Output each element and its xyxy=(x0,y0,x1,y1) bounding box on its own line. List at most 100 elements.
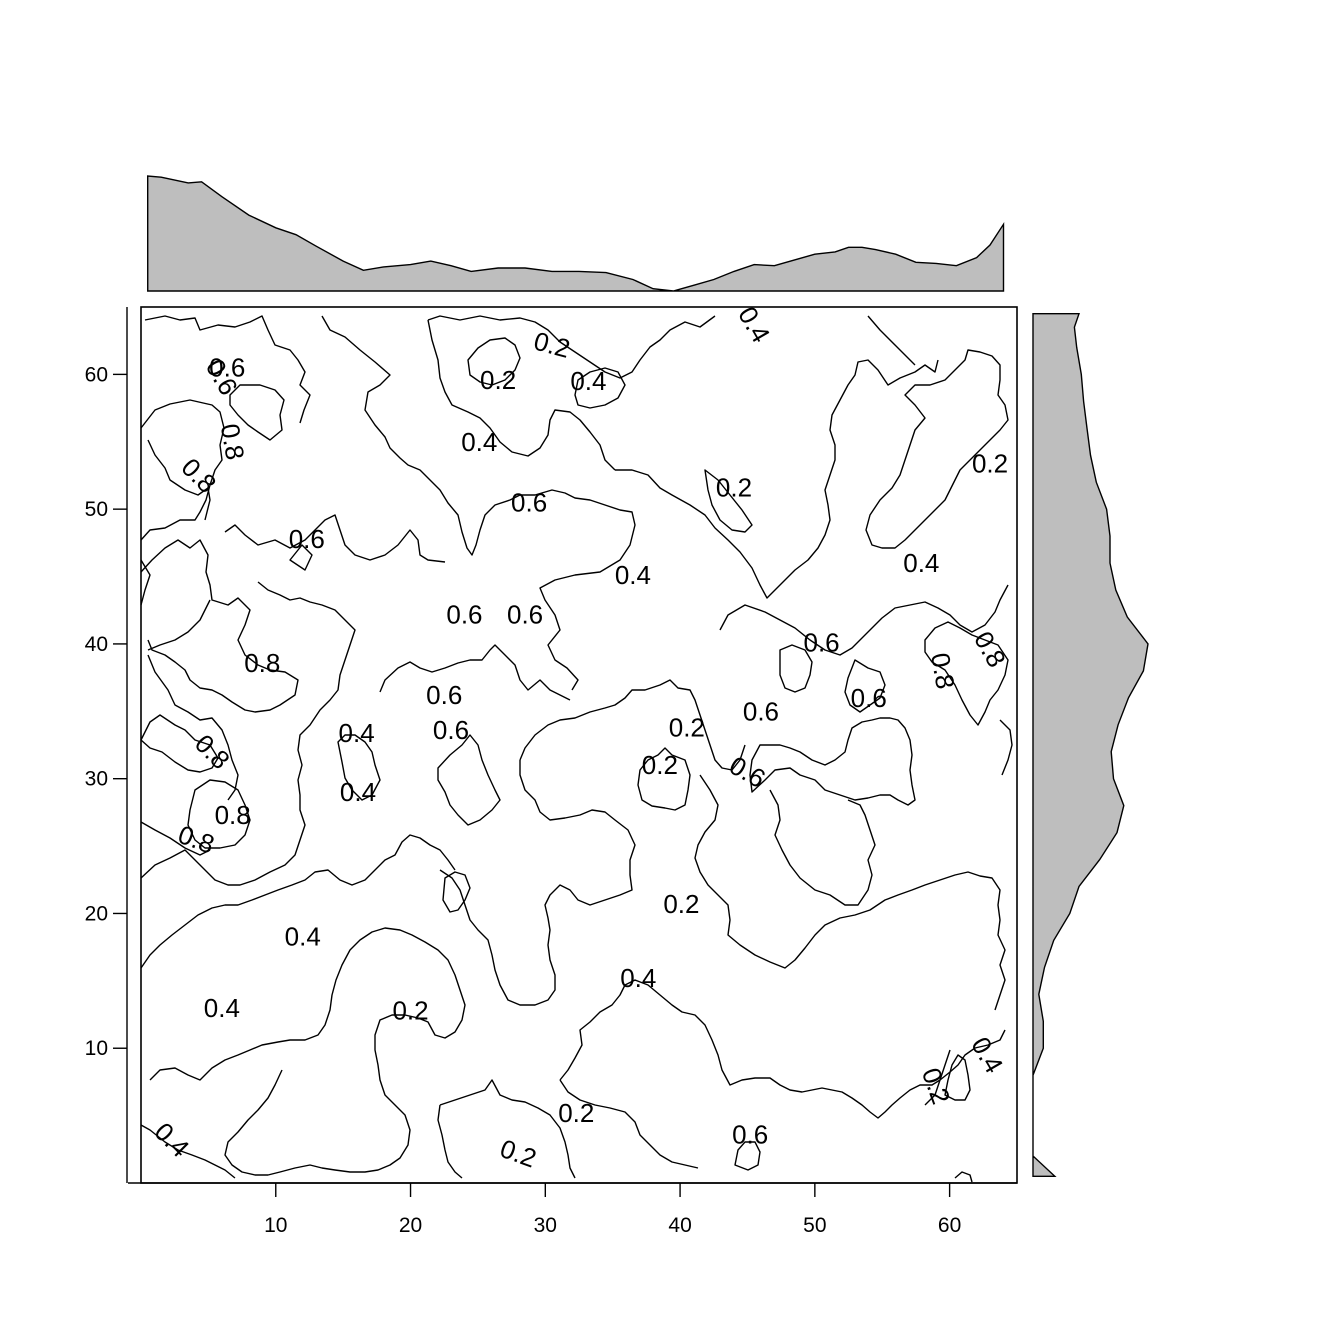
contour-label: 0.4 xyxy=(732,301,776,347)
contour-label: 0.2 xyxy=(663,889,699,919)
top-marginal-area xyxy=(146,175,1005,292)
contour-line xyxy=(749,717,916,806)
contour-label: 0.4 xyxy=(903,548,939,578)
contour-label: 0.6 xyxy=(743,696,779,726)
contour-line xyxy=(719,584,1009,656)
contour-line xyxy=(337,734,381,801)
contour-line xyxy=(140,399,225,541)
contour-line xyxy=(289,544,313,571)
contour-label: 0.2 xyxy=(669,712,705,742)
contour-label: 0.8 xyxy=(176,452,223,499)
contour-label: 0.8 xyxy=(215,800,251,830)
y-tick-label: 20 xyxy=(85,902,108,925)
contour-line xyxy=(140,834,456,969)
contour-line xyxy=(427,315,716,379)
contour-label: 0.6 xyxy=(724,750,770,794)
contour-line xyxy=(704,469,753,533)
contour-line xyxy=(437,1104,463,1179)
contour-label: 0.4 xyxy=(965,1032,1009,1078)
x-tick-label: 20 xyxy=(399,1214,422,1237)
contour-line xyxy=(844,659,886,713)
contour-label: 0.2 xyxy=(496,1133,540,1174)
contour-line xyxy=(140,714,219,773)
contour-label: 0.4 xyxy=(149,1116,196,1163)
top-marginal-density xyxy=(146,175,1005,292)
contour-label: 0.2 xyxy=(716,473,752,503)
contour-label: 0.2 xyxy=(392,995,428,1025)
contour-line xyxy=(924,621,1009,726)
contour-label: 0.2 xyxy=(531,326,574,364)
contour-label: 0.6 xyxy=(732,1119,768,1149)
contour-line xyxy=(519,679,746,771)
contour-line xyxy=(140,559,151,606)
contour-label: 0.6 xyxy=(426,680,462,710)
contour-label: 0.4 xyxy=(570,366,606,396)
contour-label: 0.4 xyxy=(285,921,321,951)
contour-line xyxy=(427,319,616,471)
right-marginal-density xyxy=(1032,313,1149,1177)
contour-line xyxy=(574,367,626,409)
contour-label: 0.6 xyxy=(511,487,547,517)
y-tick-label: 50 xyxy=(85,498,108,521)
contour-label: 0.6 xyxy=(851,683,887,713)
contour-line xyxy=(321,315,636,691)
contour-label: 0.6 xyxy=(209,353,245,383)
contour-line xyxy=(439,760,636,1006)
contour-label: 0.6 xyxy=(433,715,469,745)
contour-line xyxy=(437,734,501,826)
contour-line xyxy=(224,514,446,563)
contour-line xyxy=(944,1054,971,1101)
y-tick-label: 30 xyxy=(85,768,108,791)
contour-label: 0.8 xyxy=(244,648,280,678)
contour-line xyxy=(442,871,471,913)
contour-line xyxy=(559,1079,699,1169)
contour-line xyxy=(149,927,466,1176)
contour-label: 0.6 xyxy=(289,524,325,554)
contour-label: 0.2 xyxy=(972,448,1008,478)
contour-line xyxy=(379,644,571,701)
contour-label-layer: 0.60.6 0.20.20.40.40.8 0.40.20.8 0.20.60.60… xyxy=(149,301,1012,1173)
y-tick-label: 10 xyxy=(85,1037,108,1060)
x-tick-label: 50 xyxy=(803,1214,826,1237)
contour-line xyxy=(147,439,211,521)
contour-line xyxy=(140,1124,236,1179)
contour-line xyxy=(734,1141,761,1171)
contour-line xyxy=(954,1171,973,1183)
contour-label: 0.4 xyxy=(204,993,240,1023)
contour-label: 0.2 xyxy=(642,750,678,780)
contour-line xyxy=(229,384,285,441)
x-axis: 10 20 30 40 50 60 xyxy=(128,1182,1017,1237)
contour-line xyxy=(187,779,251,849)
contour-line xyxy=(147,599,211,651)
y-axis: 10 20 30 40 50 60 xyxy=(85,307,128,1183)
y-tick-label: 60 xyxy=(85,363,108,386)
contour-line xyxy=(865,349,1009,549)
x-tick-label: 10 xyxy=(264,1214,287,1237)
right-marginal-area xyxy=(1032,313,1149,1177)
contour-line xyxy=(439,1079,576,1179)
contour-label: 0.4 xyxy=(461,427,497,457)
contour-label: 0.8 xyxy=(189,728,236,775)
contour-label: 0.2 xyxy=(558,1098,594,1128)
contour-label: 0.6 xyxy=(446,599,482,629)
contour-line xyxy=(637,747,691,811)
contour-line xyxy=(694,774,1006,1011)
contour-line xyxy=(779,644,813,693)
contour-line xyxy=(140,821,211,856)
contour-label: 0.4 xyxy=(620,963,656,993)
contour-line xyxy=(140,539,299,713)
x-tick-label: 40 xyxy=(668,1214,691,1237)
contour-line xyxy=(559,979,1006,1119)
contour-label: 0.8 xyxy=(215,421,251,462)
contour-label: 0.8 xyxy=(968,626,1012,672)
contour-line xyxy=(924,1049,951,1106)
contour-line xyxy=(769,789,876,906)
contour-line xyxy=(615,359,939,599)
contour-label: 0.4 xyxy=(339,718,375,748)
x-tick-label: 60 xyxy=(938,1214,961,1237)
contour-line xyxy=(140,581,356,886)
contour-label: 0.6 xyxy=(507,599,543,629)
contour-line xyxy=(147,654,239,801)
contour-line xyxy=(467,337,521,386)
